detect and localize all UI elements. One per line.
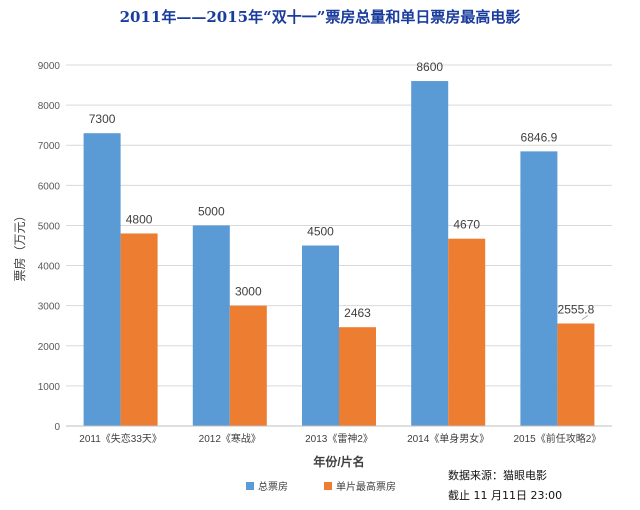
bar-total [520,151,558,427]
data-label: 3000 [235,285,262,299]
data-source: 数据来源：猫眼电影 [448,469,547,482]
bar-top-film [557,323,595,426]
data-label-leader [581,315,589,320]
bar-top-film [120,233,158,426]
y-tick-label: 9000 [38,61,61,72]
y-tick-label: 2000 [38,342,61,353]
bar-total [83,133,121,426]
bar-total [192,225,230,426]
data-label: 4800 [126,212,153,226]
x-tick-label: 2011《失恋33天》 [79,432,162,445]
data-label: 2555.8 [558,302,595,316]
x-tick-label: 2014《单身男女》 [407,432,489,445]
data-label: 5000 [198,204,225,218]
bar-total [302,245,339,426]
y-tick-label: 5000 [38,221,61,232]
data-label: 4500 [307,225,334,239]
bar-top-film [339,327,376,426]
data-source-note: 数据来源：猫眼电影 截止 11 月11日 23:00 [448,466,562,506]
data-cutoff-time: 截止 11 月11日 23:00 [448,489,563,502]
bar-top-film [229,305,267,426]
y-tick-label: 6000 [38,181,61,192]
x-tick-label: 2013《雷神2》 [305,432,373,445]
legend-label: 总票房 [258,480,288,493]
y-axis-title: 票房（万元） [12,209,27,281]
bar-total [411,81,449,427]
x-tick-label: 2012《寒战》 [199,432,261,445]
legend-swatch [324,482,332,490]
data-label: 4670 [453,218,480,232]
y-tick-label: 3000 [38,302,61,313]
chart-title: 2011年——2015年“双十一”票房总量和单日票房最高电影 [119,8,521,26]
y-tick-label: 8000 [38,101,61,112]
legend-swatch [246,482,254,490]
legend-label: 单片最高票房 [336,480,396,493]
data-label: 2463 [344,306,371,320]
y-tick-label: 0 [54,422,60,433]
data-label: 6846.9 [521,130,558,144]
x-tick-label: 2015《前任攻略2》 [513,432,601,445]
y-tick-label: 7000 [38,141,61,152]
x-axis-title: 年份/片名 [313,454,364,469]
bar-top-film [448,238,486,426]
data-label: 8600 [416,60,443,74]
y-tick-label: 4000 [38,262,61,273]
data-label: 7300 [89,112,116,126]
y-tick-label: 1000 [38,382,61,393]
